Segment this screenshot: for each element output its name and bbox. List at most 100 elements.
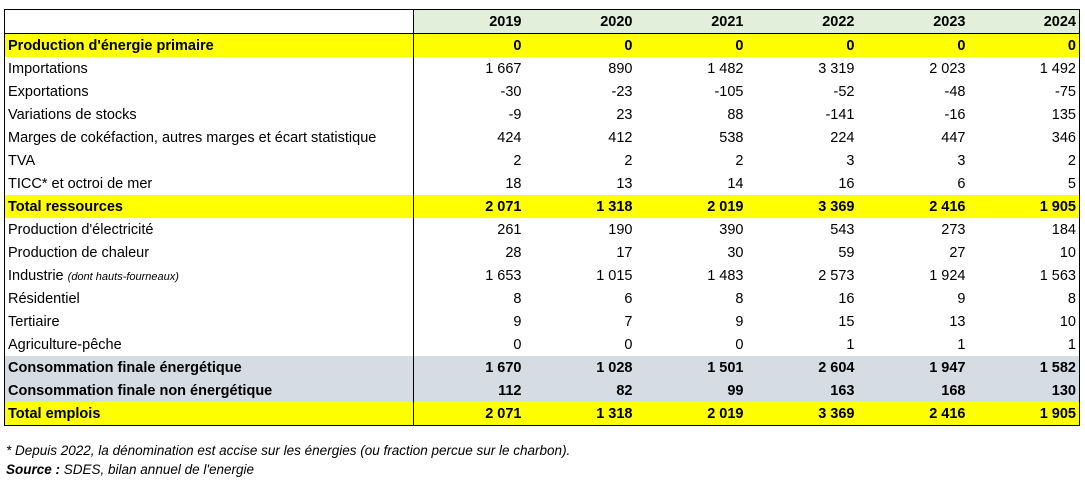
row-label-text: TVA: [8, 152, 36, 169]
value-cell: 543: [830, 221, 855, 238]
value-cell: 3 319: [818, 60, 855, 77]
row-label: Importations: [4, 57, 414, 80]
value-cell: 1 318: [524, 402, 636, 426]
value-cell: 412: [608, 129, 633, 146]
value-cell: 10: [1059, 313, 1076, 330]
value-cell: -141: [825, 106, 855, 123]
row-label: Total emplois: [4, 402, 414, 426]
row-label: Variations de stocks: [4, 103, 414, 126]
value-cell: 18: [505, 175, 522, 192]
value-cell: 27: [949, 244, 966, 261]
value-cell: 0: [635, 33, 747, 57]
value-cell: 16: [838, 290, 855, 307]
value-cell: 168: [857, 379, 969, 402]
value-cell: 0: [513, 336, 522, 353]
value-cell: -105: [714, 83, 744, 100]
value-cell: 1: [846, 336, 855, 353]
row-label: TICC* et octroi de mer: [4, 172, 414, 195]
value-cell: 1 947: [857, 356, 969, 379]
value-cell: 7: [624, 313, 633, 330]
value-cell: 28: [505, 244, 522, 261]
value-cell: 261: [497, 221, 522, 238]
value-cell: 424: [497, 129, 522, 146]
row-label-text: Agriculture-pêche: [8, 336, 122, 353]
row-label: Exportations: [4, 80, 414, 103]
value-cell: 135: [1051, 106, 1076, 123]
value-cell: 8: [513, 290, 522, 307]
source-text: SDES, bilan annuel de l'energie: [60, 462, 254, 477]
table-row: Production d'énergie primaire 0 0 0 0 0 0: [4, 33, 1080, 57]
table-row: Importations 1 667 890 1 482 3 319 2 023 1 492: [4, 57, 1080, 80]
value-cell: 59: [838, 244, 855, 261]
table-row: Consommation finale énergétique 1 670 1 02…: [4, 356, 1080, 379]
row-label-text: Consommation finale énergétique: [8, 359, 242, 376]
row-sublabel: (dont hauts-fourneaux): [67, 270, 179, 283]
value-cell: 9: [513, 313, 522, 330]
row-label-text: Marges de cokéfaction, autres marges et …: [8, 129, 377, 146]
value-cell: 8: [735, 290, 744, 307]
table-row: TICC* et octroi de mer 18 13 14 16 6 5: [4, 172, 1080, 195]
header-row: 2019 2020 2021 2022 2023 2024: [4, 9, 1080, 34]
table-row: Total ressources 2 071 1 318 2 019 3 369 2 41…: [4, 195, 1080, 218]
row-label-text: Résidentiel: [8, 290, 80, 307]
value-cell: 0: [524, 33, 636, 57]
value-cell: 346: [1051, 129, 1076, 146]
value-cell: 1 905: [968, 402, 1080, 426]
value-cell: 0: [746, 33, 858, 57]
value-cell: 2 019: [635, 402, 747, 426]
value-cell: 6: [957, 175, 966, 192]
value-cell: 890: [608, 60, 633, 77]
row-label: Consommation finale énergétique: [4, 356, 414, 379]
source-line: Source : SDES, bilan annuel de l'energie: [6, 462, 254, 477]
row-label-text: Total emplois: [8, 405, 101, 422]
table-row: Variations de stocks -9 23 88 -141 -16 135: [4, 103, 1080, 126]
value-cell: 15: [838, 313, 855, 330]
value-cell: 23: [616, 106, 633, 123]
value-cell: 13: [949, 313, 966, 330]
footnote: * Depuis 2022, la dénomination est accis…: [6, 443, 571, 458]
row-label-text: Consommation finale non énergétique: [8, 382, 273, 399]
table-row: Industrie (dont hauts-fourneaux) 1 653 1 0…: [4, 264, 1080, 287]
value-cell: 190: [608, 221, 633, 238]
value-cell: 0: [968, 33, 1080, 57]
value-cell: 447: [941, 129, 966, 146]
value-cell: 3: [957, 152, 966, 169]
value-cell: 184: [1051, 221, 1076, 238]
row-label: Agriculture-pêche: [4, 333, 414, 356]
value-cell: 1: [1067, 336, 1076, 353]
value-cell: 10: [1059, 244, 1076, 261]
year-header: 2019: [413, 9, 525, 34]
value-cell: 1 563: [1039, 267, 1076, 284]
value-cell: 30: [727, 244, 744, 261]
value-cell: 6: [624, 290, 633, 307]
value-cell: 0: [857, 33, 969, 57]
row-label: TVA: [4, 149, 414, 172]
row-label: Production d'électricité: [4, 218, 414, 241]
value-cell: 2 071: [413, 195, 525, 218]
value-cell: 1 653: [485, 267, 522, 284]
value-cell: -75: [1055, 83, 1076, 100]
table-row: Total emplois 2 071 1 318 2 019 3 369 2 416 1 …: [4, 402, 1080, 426]
table-row: Résidentiel 8 6 8 16 9 8: [4, 287, 1080, 310]
energy-balance-table: 2019 2020 2021 2022 2023 2024 Production…: [4, 9, 1080, 426]
value-cell: -52: [833, 83, 855, 100]
source-label: Source :: [6, 462, 61, 477]
table-row: Consommation finale non énergétique 112 82…: [4, 379, 1080, 402]
value-cell: 2: [624, 152, 633, 169]
row-label: Industrie (dont hauts-fourneaux): [4, 264, 414, 287]
row-label-text: Variations de stocks: [8, 106, 137, 123]
row-label: Tertiaire: [4, 310, 414, 333]
value-cell: 2 573: [818, 267, 855, 284]
value-cell: 1 483: [707, 267, 744, 284]
value-cell: 538: [719, 129, 744, 146]
value-cell: 1 905: [968, 195, 1080, 218]
row-label-text: Production d'électricité: [8, 221, 154, 238]
header-blank-cell: [4, 9, 414, 34]
table-row: Tertiaire 9 7 9 15 13 10: [4, 310, 1080, 333]
value-cell: 163: [746, 379, 858, 402]
value-cell: 17: [616, 244, 633, 261]
row-label-text: Industrie: [8, 267, 64, 284]
value-cell: 1: [957, 336, 966, 353]
value-cell: 1 582: [968, 356, 1080, 379]
year-header: 2021: [635, 9, 747, 34]
